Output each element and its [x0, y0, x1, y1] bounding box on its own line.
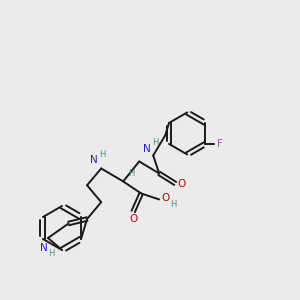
Text: O: O — [161, 194, 169, 203]
Text: H: H — [152, 138, 158, 147]
Text: H: H — [48, 250, 54, 259]
Text: N: N — [143, 144, 151, 154]
Text: N: N — [40, 243, 48, 253]
Text: H: H — [128, 169, 134, 178]
Text: O: O — [129, 214, 137, 224]
Text: N: N — [90, 155, 98, 165]
Text: H: H — [99, 150, 105, 159]
Text: F: F — [218, 139, 223, 149]
Text: O: O — [177, 179, 185, 189]
Text: H: H — [170, 200, 176, 209]
